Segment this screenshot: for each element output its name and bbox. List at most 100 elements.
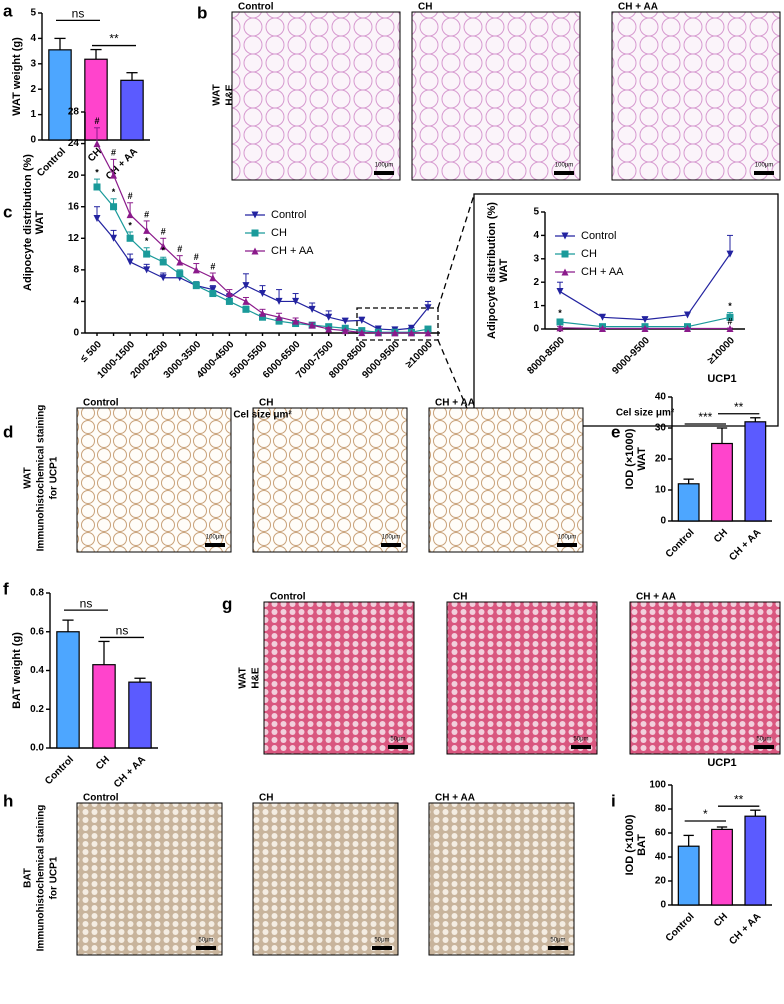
scale-bar <box>205 543 225 547</box>
panel-letter: f <box>3 579 9 598</box>
bar <box>56 631 80 749</box>
scale-label: 100μm <box>558 535 576 541</box>
scale-bar <box>554 171 574 175</box>
panel-label: Immunohistochemical staining <box>36 805 47 952</box>
micrograph <box>428 802 575 956</box>
image-title: CH + AA <box>435 398 475 409</box>
y-tick-label: 100 <box>649 780 666 791</box>
y-tick-label: 20 <box>68 170 80 181</box>
marker <box>242 297 250 305</box>
y-tick-label: 1 <box>30 109 36 120</box>
annotation: * <box>112 187 116 197</box>
x-tick-label: Control <box>664 911 697 944</box>
marker <box>93 215 101 223</box>
series-line <box>559 253 731 321</box>
scale-bar <box>754 745 774 749</box>
significance-label: ** <box>109 32 119 46</box>
annotation: # <box>111 148 116 158</box>
y-tick-label: 5 <box>30 8 36 19</box>
significance-label: ns <box>80 596 93 610</box>
scale-label: 50μm <box>198 938 213 944</box>
y-tick-label: 60 <box>655 828 667 839</box>
marker <box>726 250 734 258</box>
marker <box>143 226 151 234</box>
marker <box>641 316 649 324</box>
y-tick-label: 4 <box>73 296 79 307</box>
panel-label: H&E <box>225 84 236 105</box>
micrograph <box>252 407 408 553</box>
marker <box>126 258 134 266</box>
x-tick-label: Control <box>43 754 76 787</box>
marker <box>407 324 415 332</box>
marker <box>391 329 399 337</box>
scale-label: 100μm <box>382 535 400 541</box>
significance-label: ** <box>734 792 744 806</box>
y-axis-label: Adipocyte distribution (%) <box>22 154 34 291</box>
scale-bar <box>754 171 774 175</box>
panel-label: Immunohistochemical staining <box>36 405 47 552</box>
panel-letter: g <box>222 594 232 613</box>
marker <box>684 311 691 319</box>
marker <box>159 258 167 266</box>
y-tick-label: 0.4 <box>30 665 44 676</box>
scale-label: 100μm <box>206 535 224 541</box>
annotation: # <box>161 227 166 237</box>
marker <box>242 282 250 290</box>
annotation: # <box>177 244 182 254</box>
marker <box>225 297 233 305</box>
y-axis-label: IOD (×1000) <box>624 428 636 489</box>
marker <box>341 317 349 325</box>
marker <box>176 270 184 278</box>
marker <box>292 317 300 325</box>
x-tick-label: CH + AA <box>112 754 148 790</box>
scale-label: 100μm <box>755 163 773 169</box>
x-tick-label: CH <box>712 911 730 929</box>
annotation: # <box>144 209 149 219</box>
marker <box>126 234 134 242</box>
y-axis-label: Adipocyte distribution (%) <box>486 202 498 339</box>
image-title: CH <box>453 592 467 603</box>
legend-marker <box>561 250 569 258</box>
legend-marker <box>251 229 259 237</box>
marker <box>726 325 734 333</box>
marker <box>209 274 217 282</box>
y-tick-label: 12 <box>68 233 80 244</box>
panel-letter: i <box>611 791 616 810</box>
marker <box>259 313 266 321</box>
y-tick-label: 1 <box>533 300 539 311</box>
micrograph <box>428 407 584 553</box>
annotation: * <box>145 236 149 246</box>
y-tick-label: 3 <box>533 253 539 264</box>
marker <box>726 313 734 321</box>
marker <box>556 324 564 332</box>
scale-bar <box>374 171 394 175</box>
marker <box>424 325 432 333</box>
zoom-connector <box>437 339 475 426</box>
y-axis-label: WAT <box>498 258 510 282</box>
zoom-connector <box>437 194 475 309</box>
marker <box>209 290 217 298</box>
marker <box>225 290 233 298</box>
bar <box>677 483 700 522</box>
marker <box>159 274 167 282</box>
marker <box>424 329 432 337</box>
bar <box>677 845 700 906</box>
y-tick-label: 5 <box>533 207 539 218</box>
annotation: * <box>558 308 562 318</box>
marker <box>407 329 415 337</box>
y-axis-label: WAT <box>636 447 648 471</box>
micrograph <box>411 11 581 181</box>
zoom-box <box>356 307 439 341</box>
micrograph <box>76 802 223 956</box>
y-tick-label: 0.8 <box>30 588 44 599</box>
y-tick-label: 0 <box>660 900 666 911</box>
marker <box>341 327 349 335</box>
marker <box>275 317 283 325</box>
bar <box>711 442 733 522</box>
annotation: # <box>128 191 133 201</box>
micrograph <box>611 11 781 181</box>
panel-letter: e <box>611 422 620 441</box>
marker <box>556 288 564 296</box>
bar <box>120 79 144 141</box>
